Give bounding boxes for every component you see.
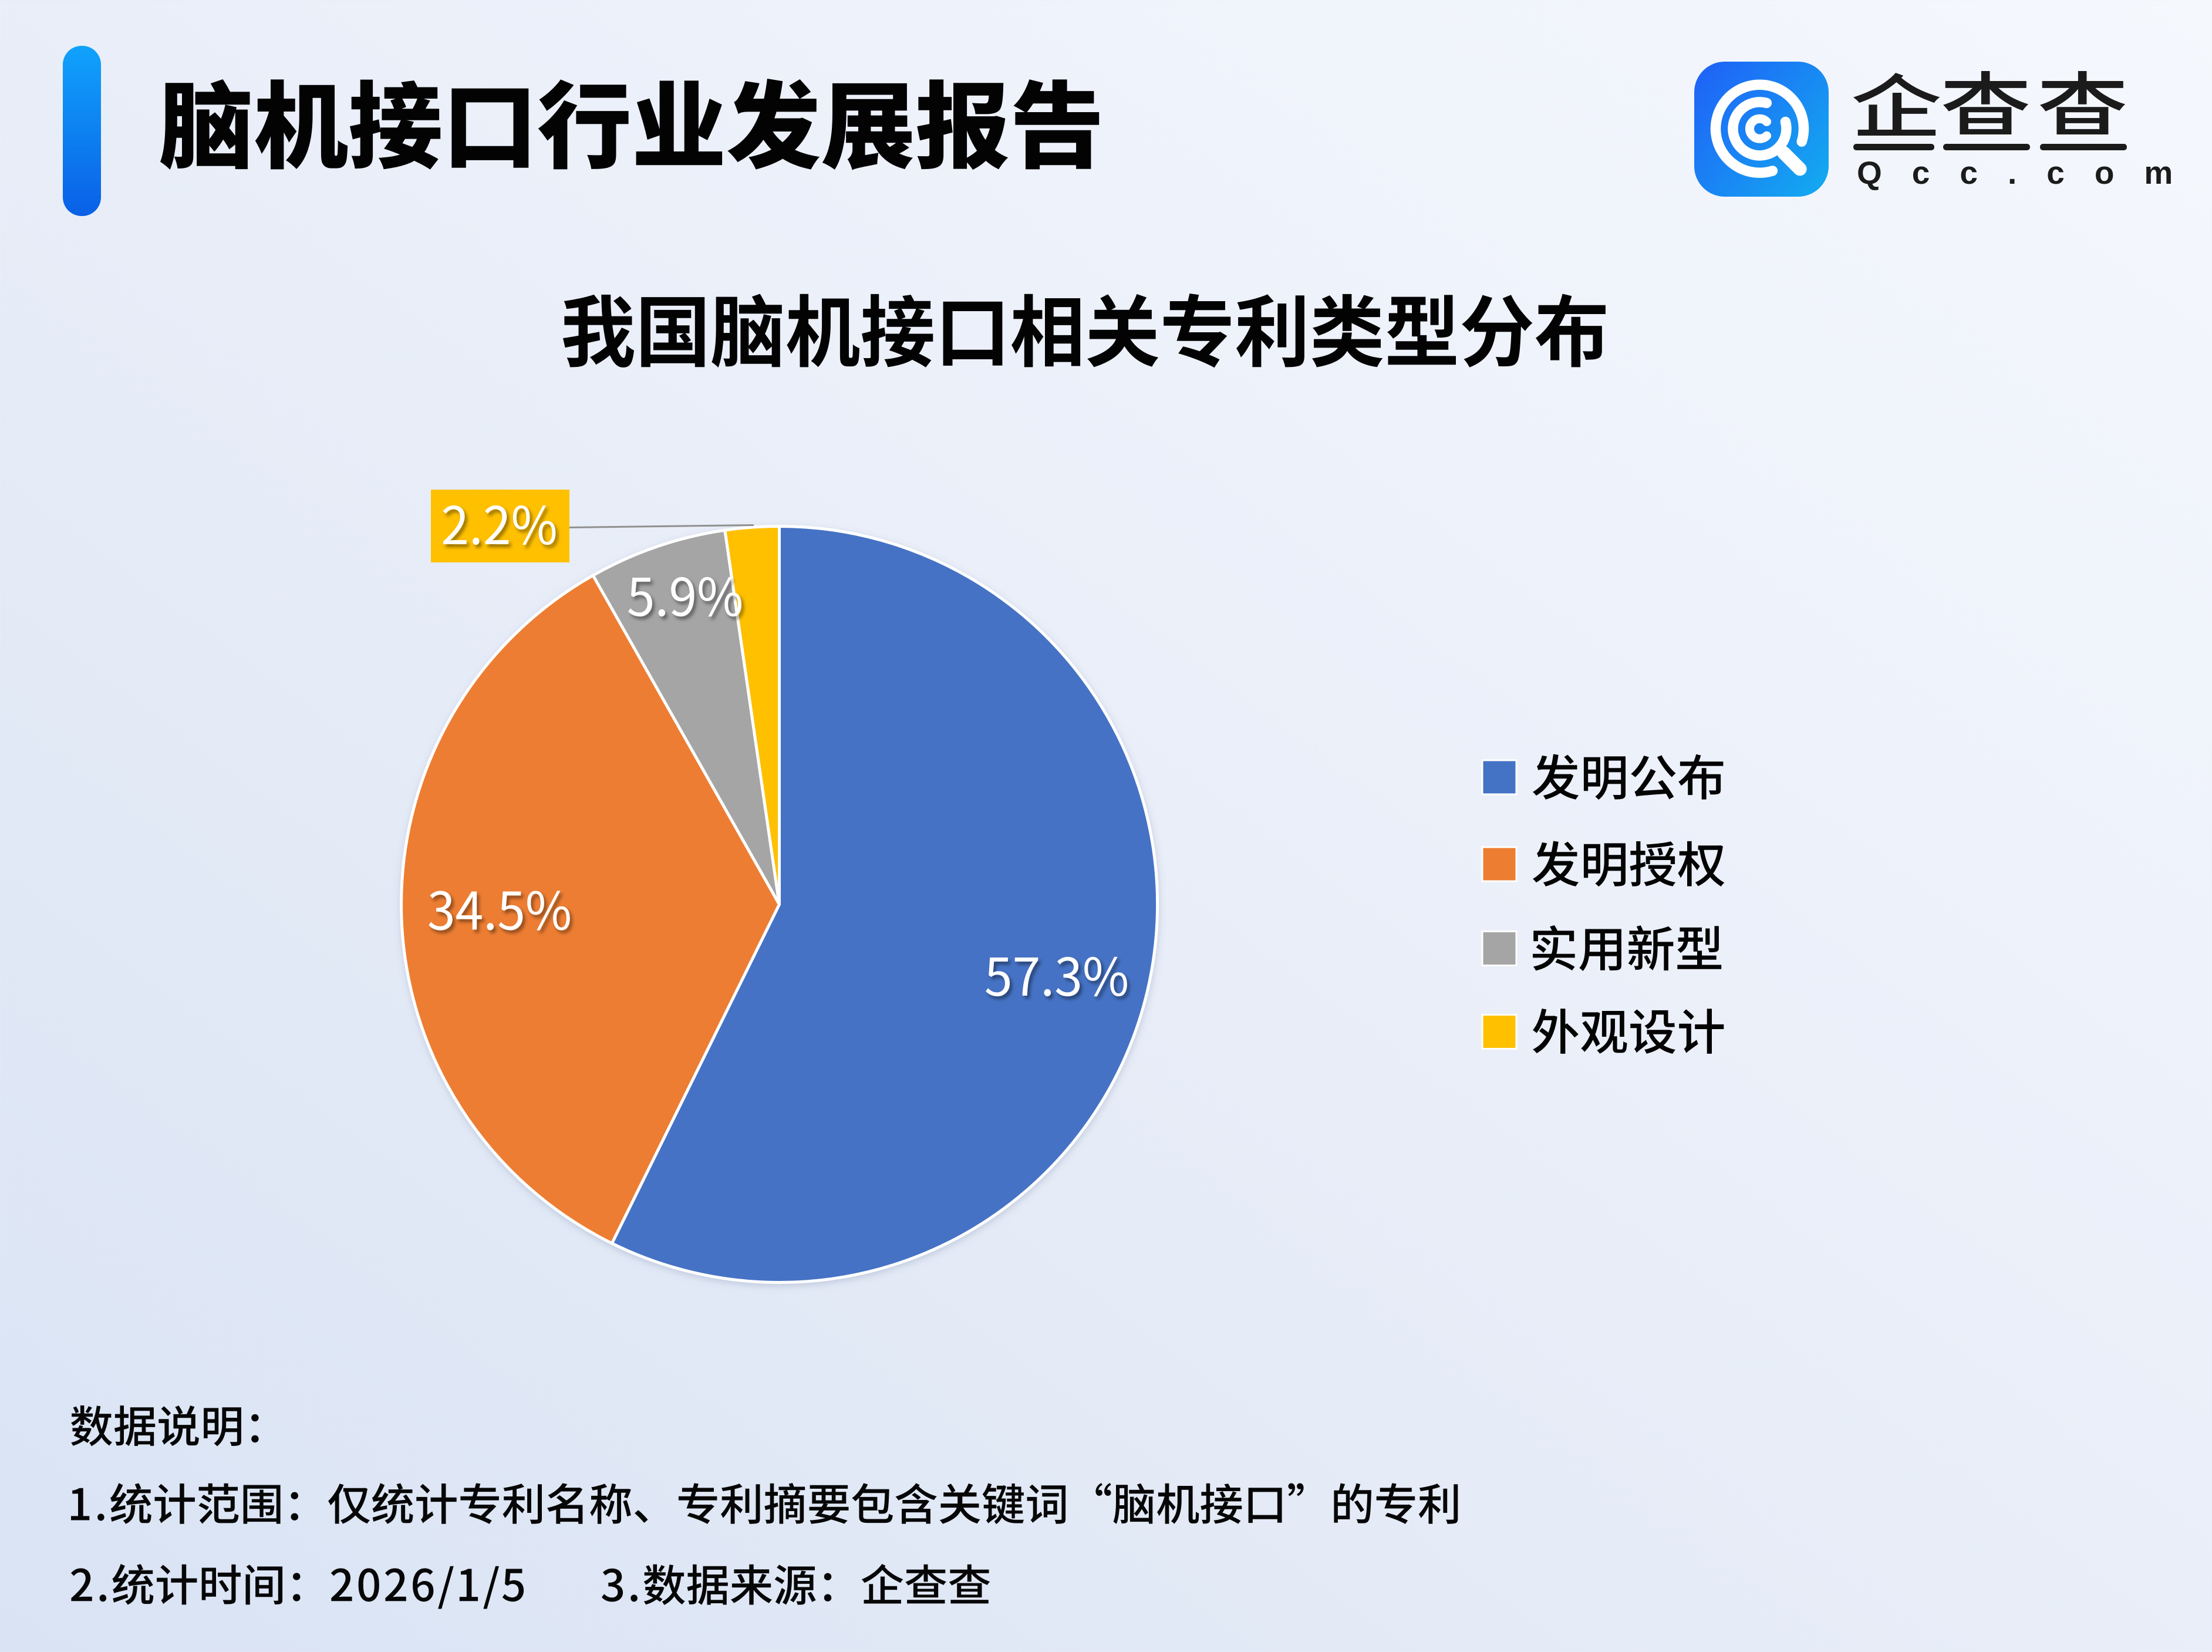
- svg-text:Qcc.com: Qcc.com: [1857, 154, 2203, 191]
